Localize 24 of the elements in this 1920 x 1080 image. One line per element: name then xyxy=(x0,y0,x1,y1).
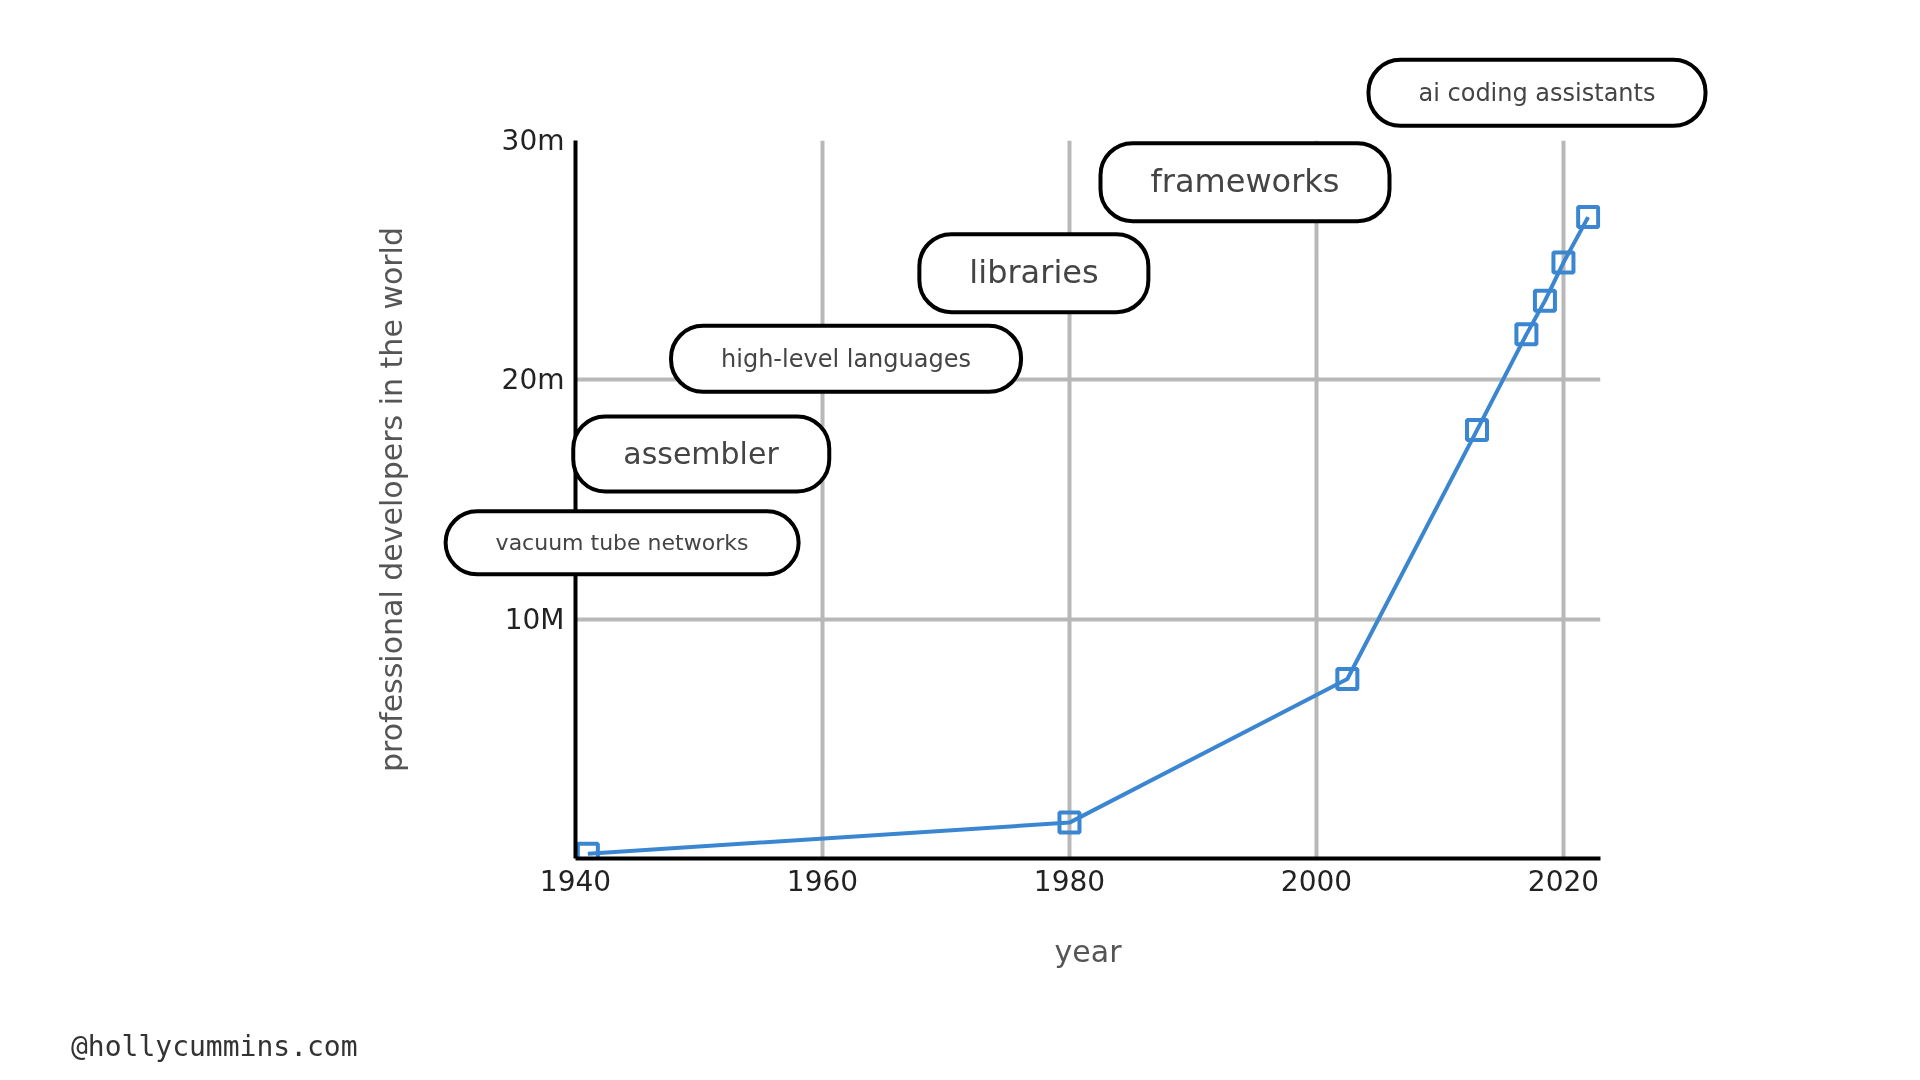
y-tick-label: 20m xyxy=(501,363,565,397)
x-tick-label: 2000 xyxy=(1280,864,1353,898)
note-box: libraries xyxy=(917,232,1151,314)
note-box: assembler xyxy=(571,414,831,494)
text: @hollycummins.com xyxy=(71,1029,358,1065)
point xyxy=(1057,810,1082,835)
note-box: ai coding assistants xyxy=(1366,57,1708,129)
y-tick-label: 10M xyxy=(504,602,565,636)
point xyxy=(1514,322,1539,347)
point xyxy=(1335,667,1360,691)
x-tick-label: 1980 xyxy=(1033,864,1106,898)
point xyxy=(1465,418,1490,443)
x-tick-label: 2020 xyxy=(1527,864,1600,898)
x-tick-label: 1960 xyxy=(786,864,859,898)
x-axis-title: year xyxy=(1054,933,1123,969)
y-axis-title: professional developers in the world xyxy=(373,227,409,772)
point xyxy=(1532,288,1557,313)
note-box: frameworks xyxy=(1098,141,1392,223)
note-box: high-level languages xyxy=(669,323,1023,395)
point xyxy=(1551,250,1576,275)
x-tick-label: 1940 xyxy=(539,864,612,898)
note-box: vacuum tube networks xyxy=(443,509,801,577)
point xyxy=(1576,205,1601,230)
y-tick-label: 30m xyxy=(501,124,565,157)
